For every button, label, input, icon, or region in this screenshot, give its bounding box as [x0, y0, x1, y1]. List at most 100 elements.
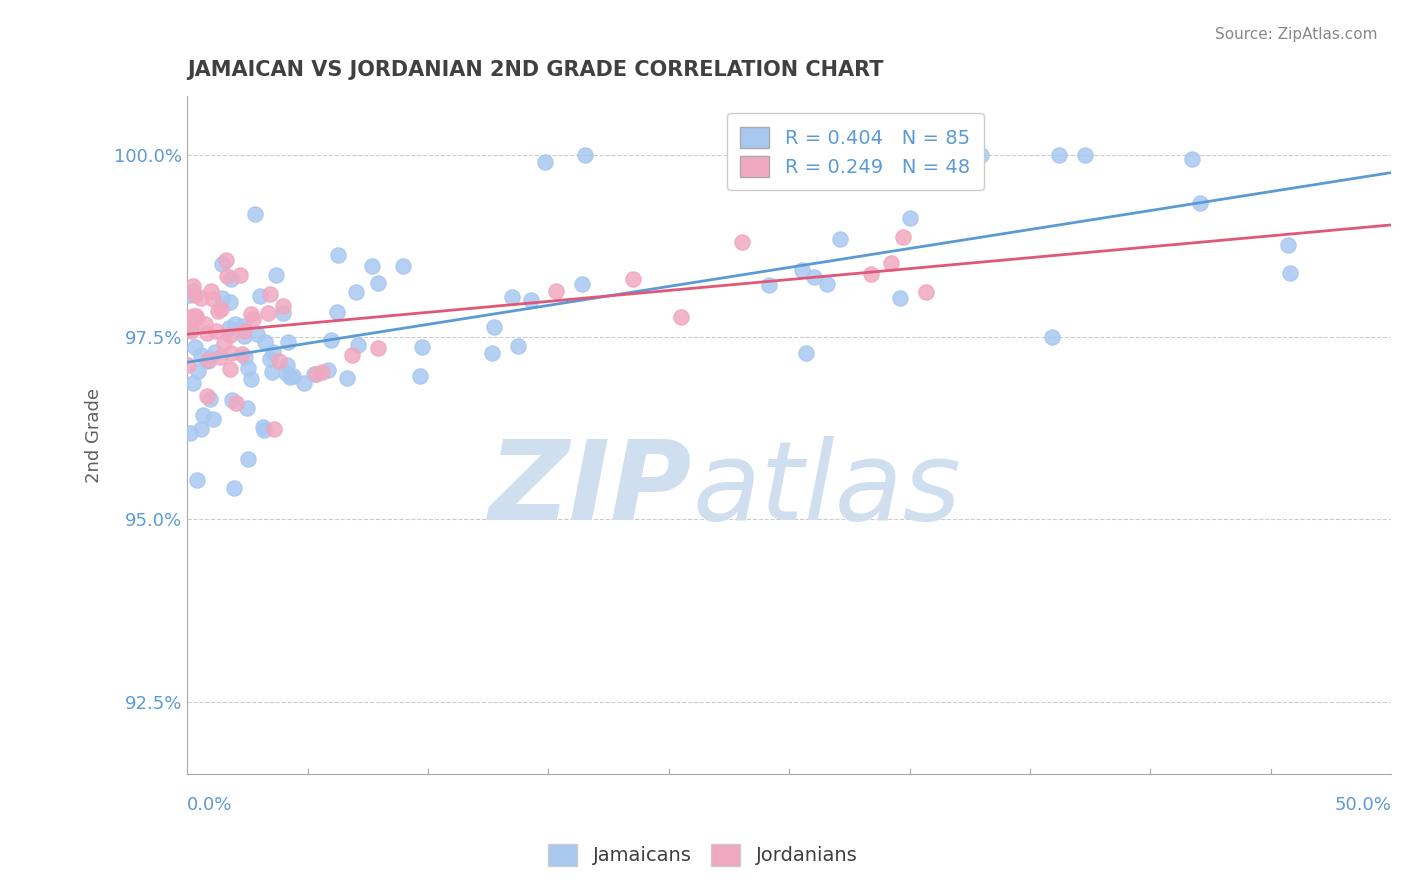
Text: 50.0%: 50.0%	[1334, 797, 1391, 814]
Point	[1277, 237, 1299, 252]
Text: atlas: atlas	[693, 436, 962, 543]
Point	[253, 423, 276, 437]
Point	[1189, 196, 1212, 211]
Legend: Jamaicans, Jordanians: Jamaicans, Jordanians	[540, 837, 866, 873]
Point	[229, 268, 252, 282]
Point	[830, 232, 852, 246]
Point	[336, 371, 359, 385]
Point	[191, 409, 214, 423]
Point	[482, 319, 505, 334]
Y-axis label: 2nd Grade: 2nd Grade	[86, 388, 103, 483]
Point	[219, 361, 242, 376]
Point	[879, 256, 901, 270]
Point	[271, 299, 294, 313]
Point	[202, 411, 225, 425]
Text: Source: ZipAtlas.com: Source: ZipAtlas.com	[1215, 27, 1378, 42]
Point	[360, 260, 382, 274]
Point	[221, 345, 243, 359]
Point	[669, 310, 692, 324]
Point	[311, 365, 333, 379]
Point	[201, 292, 224, 306]
Point	[1040, 329, 1063, 343]
Point	[215, 252, 238, 267]
Point	[815, 277, 838, 291]
Point	[481, 346, 503, 360]
Point	[183, 309, 205, 323]
Point	[218, 327, 240, 342]
Point	[200, 392, 222, 406]
Point	[194, 318, 217, 332]
Point	[211, 291, 233, 305]
Point	[249, 289, 271, 303]
Point	[302, 367, 325, 381]
Point	[342, 348, 364, 362]
Point	[391, 259, 413, 273]
Point	[197, 353, 219, 368]
Point	[200, 285, 222, 299]
Point	[186, 311, 208, 326]
Point	[898, 211, 921, 225]
Point	[292, 376, 315, 391]
Legend: R = 0.404   N = 85, R = 0.249   N = 48: R = 0.404 N = 85, R = 0.249 N = 48	[727, 113, 984, 190]
Point	[179, 425, 201, 440]
Point	[344, 285, 367, 299]
Point	[283, 368, 305, 383]
Point	[233, 350, 256, 364]
Point	[316, 363, 339, 377]
Point	[221, 392, 243, 407]
Point	[212, 336, 235, 351]
Point	[546, 284, 568, 298]
Point	[731, 235, 754, 249]
Point	[264, 268, 287, 283]
Point	[1278, 266, 1301, 280]
Point	[235, 401, 257, 416]
Point	[184, 309, 207, 323]
Point	[179, 288, 201, 302]
Point	[915, 285, 938, 299]
Point	[243, 207, 266, 221]
Point	[260, 365, 283, 379]
Point	[267, 354, 290, 368]
Point	[177, 315, 200, 329]
Point	[190, 422, 212, 436]
Point	[246, 327, 269, 342]
Point	[571, 277, 593, 292]
Point	[179, 322, 201, 336]
Point	[790, 262, 813, 277]
Point	[207, 304, 229, 318]
Point	[506, 339, 529, 353]
Point	[252, 420, 274, 434]
Point	[236, 451, 259, 466]
Point	[231, 347, 253, 361]
Point	[411, 340, 433, 354]
Point	[271, 306, 294, 320]
Point	[239, 372, 262, 386]
Point	[181, 278, 204, 293]
Point	[794, 345, 817, 359]
Point	[276, 358, 298, 372]
Point	[181, 285, 204, 299]
Point	[262, 344, 284, 359]
Point	[501, 290, 523, 304]
Point	[180, 324, 202, 338]
Point	[205, 324, 228, 338]
Point	[240, 307, 263, 321]
Point	[621, 272, 644, 286]
Point	[803, 269, 825, 284]
Point	[347, 338, 370, 352]
Point	[278, 370, 301, 384]
Point	[304, 367, 326, 381]
Point	[253, 334, 276, 349]
Point	[259, 352, 281, 367]
Point	[197, 354, 219, 368]
Point	[574, 147, 596, 161]
Point	[195, 326, 218, 340]
Point	[409, 368, 432, 383]
Point	[183, 340, 205, 354]
Point	[224, 317, 246, 331]
Point	[224, 481, 246, 495]
Point	[218, 320, 240, 334]
Point	[758, 278, 780, 293]
Point	[321, 333, 343, 347]
Point	[187, 364, 209, 378]
